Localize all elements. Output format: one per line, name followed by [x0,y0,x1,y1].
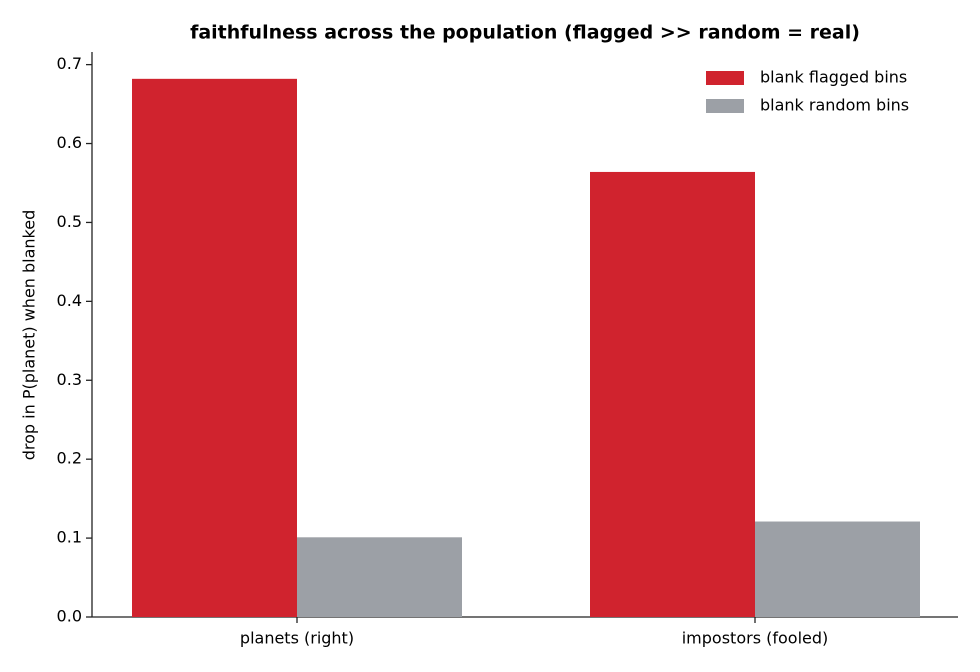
bar [755,521,920,617]
bar [590,171,755,617]
y-tick-label: 0.3 [57,370,82,389]
legend-swatch [706,99,744,113]
y-tick-label: 0.1 [57,528,82,547]
y-tick-label: 0.2 [57,449,82,468]
x-tick-label: planets (right) [240,629,354,648]
legend-swatch [706,71,744,85]
legend-label: blank flagged bins [760,68,907,87]
y-tick-label: 0.0 [57,607,82,626]
legend-label: blank random bins [760,96,909,115]
y-tick-label: 0.7 [57,54,82,73]
y-axis-label: drop in P(planet) when blanked [20,210,39,461]
bar [132,78,297,618]
bar [297,537,462,617]
y-tick-label: 0.6 [57,133,82,152]
y-tick-label: 0.5 [57,212,82,231]
chart-title: faithfulness across the population (flag… [190,22,860,44]
x-tick-label: impostors (fooled) [682,629,829,648]
y-tick-label: 0.4 [57,291,82,310]
